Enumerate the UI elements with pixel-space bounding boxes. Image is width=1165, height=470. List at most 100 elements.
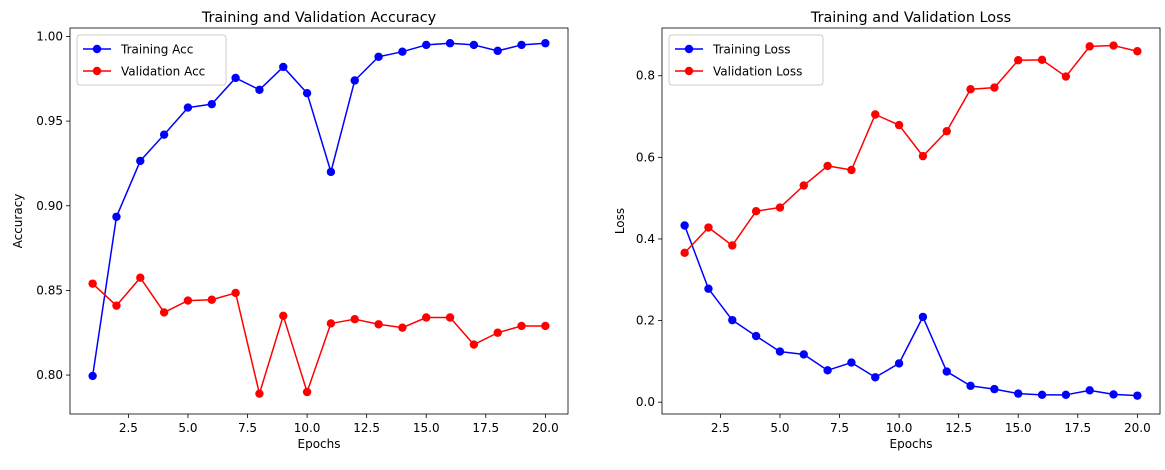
loss-legend-validation-loss-label: Validation Loss xyxy=(713,65,802,79)
loss-series-validation-loss-point xyxy=(847,165,856,175)
loss-series-validation-loss-point xyxy=(751,207,761,216)
acc-series-training-acc-point xyxy=(517,40,526,50)
acc-series-validation-acc-point xyxy=(88,279,97,288)
acc-series-training-acc-point xyxy=(207,99,216,109)
loss-series-training-loss-point xyxy=(894,359,904,368)
loss-legend-training-loss-swatch-marker xyxy=(684,44,694,54)
loss-series-validation-loss-point xyxy=(1061,72,1071,81)
acc-series-validation-acc-point xyxy=(136,273,145,282)
acc-x-tick-label: 7.5 xyxy=(238,421,257,435)
acc-series-training-acc-point xyxy=(422,40,431,50)
acc-x-tick-label: 10.0 xyxy=(294,421,321,435)
loss-series-training-loss-point xyxy=(1037,390,1047,400)
acc-series-validation-acc-line xyxy=(92,276,546,395)
loss-series-training-loss-point xyxy=(751,331,761,341)
loss-series-training-loss-point xyxy=(775,347,785,356)
loss-series-training-loss-point xyxy=(1109,390,1118,399)
acc-series-validation-acc-point xyxy=(517,321,526,331)
acc-series-validation-acc-point xyxy=(374,320,383,329)
acc-x-tick-label: 20.0 xyxy=(532,421,559,435)
loss-y-tick-label: 0.2 xyxy=(636,314,655,328)
acc-series-training-acc-point xyxy=(493,46,502,56)
loss-series-validation-loss-point xyxy=(1014,56,1023,65)
acc-legend-validation-acc-label: Validation Acc xyxy=(121,65,205,79)
acc-series-validation-acc-point xyxy=(255,389,264,398)
acc-series-training-acc-point xyxy=(88,371,97,381)
loss-series-validation-loss-point xyxy=(918,151,928,161)
accuracy-subplot: Training and Validation Accuracy 2.5 5.0 7.… xyxy=(11,10,569,451)
loss-y-axis-label: Loss xyxy=(613,208,627,234)
acc-legend xyxy=(76,34,227,86)
loss-series-training-loss-point xyxy=(847,358,856,367)
acc-y-tick-label: 0.95 xyxy=(36,114,63,128)
acc-chart-title: Training and Validation Accuracy xyxy=(201,10,437,26)
loss-legend xyxy=(668,34,824,86)
loss-y-tick-label: 0.0 xyxy=(636,395,655,409)
acc-series-training-acc-point xyxy=(279,62,288,72)
acc-x-tick-label: 2.5 xyxy=(119,421,138,435)
loss-series-training-loss-point xyxy=(823,366,832,375)
loss-series-validation-loss-point xyxy=(1109,41,1118,50)
loss-series-training-loss-point xyxy=(1085,386,1094,395)
acc-x-tick-label: 15.0 xyxy=(413,421,440,435)
acc-series-training-acc-point xyxy=(374,52,383,61)
acc-series-validation-acc-point xyxy=(398,323,407,332)
loss-series-training-loss-point xyxy=(942,367,951,376)
acc-series-training-acc-point xyxy=(231,73,240,83)
acc-legend-training-acc-label: Training Acc xyxy=(120,43,193,57)
loss-series-validation-loss-point xyxy=(942,127,951,136)
loss-series-validation-loss-point xyxy=(894,120,904,130)
loss-x-tick-label: 15.0 xyxy=(1005,421,1032,435)
acc-series-training-acc-point xyxy=(469,40,479,50)
loss-series-training-loss-point xyxy=(990,384,999,394)
loss-series-training-loss-point xyxy=(680,221,689,230)
loss-legend-validation-loss-swatch-marker xyxy=(684,66,694,76)
acc-series-training-acc-point xyxy=(398,47,407,56)
loss-series-training-loss-point xyxy=(1133,391,1142,400)
acc-series-validation-acc-point xyxy=(279,311,288,321)
acc-series-validation-acc-point xyxy=(493,328,502,337)
acc-x-tick-label: 12.5 xyxy=(353,421,380,435)
loss-series-training-loss-point xyxy=(799,350,808,359)
acc-x-axis-label: Epochs xyxy=(298,437,341,451)
loss-series-training-loss-point xyxy=(704,284,713,293)
acc-series-validation-acc-point xyxy=(207,295,216,304)
acc-series-validation-acc-point xyxy=(183,296,193,305)
acc-y-tick-label: 0.80 xyxy=(36,368,63,382)
acc-x-tick-label: 17.5 xyxy=(472,421,499,435)
acc-y-tick-label: 1.00 xyxy=(36,29,63,43)
loss-x-tick-label: 7.5 xyxy=(830,421,849,435)
loss-series-validation-loss-point xyxy=(1085,42,1094,51)
acc-y-tick-label: 0.85 xyxy=(36,283,63,297)
loss-series-validation-loss-point xyxy=(990,83,999,92)
acc-legend-training-acc-swatch-marker xyxy=(92,44,102,54)
loss-x-tick-label: 10.0 xyxy=(886,421,913,435)
loss-series-validation-loss-point xyxy=(680,248,689,258)
loss-series-validation-loss-point xyxy=(799,181,808,190)
loss-series-validation-loss-point xyxy=(966,85,975,94)
loss-y-tick-label: 0.8 xyxy=(636,69,655,83)
loss-x-tick-label: 17.5 xyxy=(1064,421,1091,435)
loss-series-validation-loss-point xyxy=(823,161,832,171)
loss-subplot: Training and Validation Loss 2.5 5.0 7.5 10.… xyxy=(613,10,1161,451)
acc-x-tick-label: 5.0 xyxy=(178,421,197,435)
loss-series-validation-loss-point xyxy=(1037,55,1047,65)
acc-series-training-acc-point xyxy=(350,76,359,85)
loss-x-tick-label: 12.5 xyxy=(945,421,972,435)
loss-series-training-loss-point xyxy=(871,373,880,382)
acc-legend-validation-acc-swatch-marker xyxy=(92,66,102,76)
acc-series-validation-acc-point xyxy=(422,313,431,322)
loss-series-validation-loss-point xyxy=(775,203,785,212)
acc-series-validation-acc-point xyxy=(350,314,359,324)
acc-series-validation-acc-point xyxy=(326,319,336,328)
acc-series-validation-acc-point xyxy=(445,313,455,322)
acc-series-validation-acc-point xyxy=(159,308,169,317)
acc-series-validation-acc-point xyxy=(231,288,240,298)
acc-series-validation-acc-point xyxy=(112,301,121,310)
acc-series-validation-acc-point xyxy=(541,321,550,331)
acc-series-training-acc-point xyxy=(255,85,264,94)
acc-axes-frame xyxy=(69,27,569,415)
acc-series-training-acc-point xyxy=(445,39,455,48)
loss-series-training-loss-point xyxy=(1014,389,1023,398)
